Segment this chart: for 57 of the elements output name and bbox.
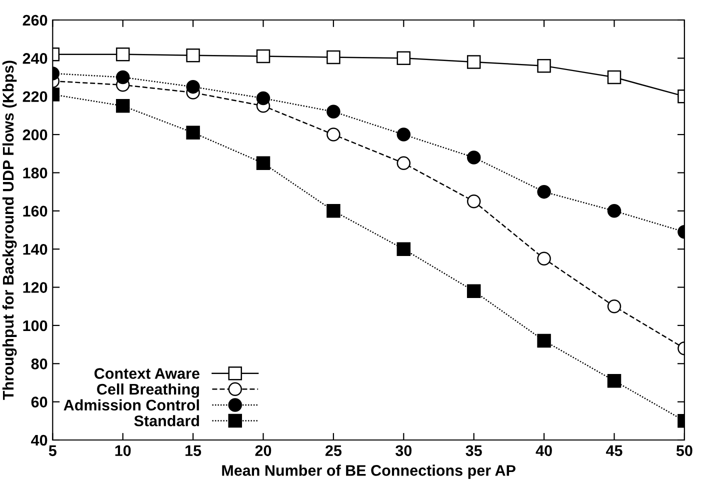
y-axis-title: Throughput for Background UDP Flows (Kbps) bbox=[2, 60, 17, 400]
legend-label: Context Aware bbox=[94, 368, 200, 379]
point bbox=[466, 55, 481, 69]
y-tick-label: 220 bbox=[22, 91, 48, 102]
point bbox=[326, 204, 340, 218]
y-tick-label: 160 bbox=[23, 206, 48, 217]
point bbox=[607, 299, 622, 314]
point bbox=[116, 99, 130, 113]
legend-label: Admission Control bbox=[64, 399, 199, 411]
point bbox=[537, 252, 551, 266]
point bbox=[186, 126, 200, 140]
point bbox=[326, 50, 340, 64]
point bbox=[396, 128, 411, 142]
x-tick-label: 35 bbox=[466, 445, 482, 456]
point bbox=[607, 204, 622, 218]
point bbox=[607, 70, 622, 84]
y-tick-label: 100 bbox=[23, 320, 48, 332]
point bbox=[466, 284, 481, 298]
point bbox=[186, 48, 200, 62]
point bbox=[466, 194, 481, 208]
y-tick-label: 240 bbox=[22, 53, 48, 64]
point bbox=[466, 150, 481, 164]
point bbox=[607, 374, 622, 388]
point bbox=[396, 51, 411, 66]
x-tick-label: 30 bbox=[396, 445, 412, 456]
point bbox=[256, 156, 270, 170]
x-tick-label: 5 bbox=[48, 445, 56, 456]
y-tick-label: 180 bbox=[23, 168, 48, 178]
x-tick-label: 15 bbox=[186, 445, 202, 456]
point bbox=[256, 91, 270, 106]
legend-label: Cell Breathing bbox=[97, 383, 199, 398]
y-tick-label: 40 bbox=[31, 434, 48, 446]
point bbox=[396, 156, 411, 170]
x-tick-label: 25 bbox=[325, 445, 342, 456]
x-tick-label: 10 bbox=[115, 445, 131, 456]
x-tick-label: 45 bbox=[606, 445, 622, 456]
point bbox=[256, 49, 270, 64]
y-tick-label: 80 bbox=[31, 358, 48, 370]
x-axis-title: Mean Number of BE Connections per AP bbox=[222, 464, 516, 479]
point bbox=[396, 242, 411, 256]
x-tick-label: 40 bbox=[536, 445, 552, 456]
x-tick-label: 50 bbox=[676, 445, 692, 456]
y-tick-label: 60 bbox=[31, 396, 48, 408]
y-tick-label: 260 bbox=[22, 14, 48, 26]
x-tick-label: 20 bbox=[255, 445, 272, 456]
point bbox=[537, 58, 551, 73]
point bbox=[326, 128, 340, 142]
y-tick-label: 120 bbox=[23, 282, 48, 293]
legend-label: Standard bbox=[134, 415, 199, 426]
point bbox=[116, 47, 130, 62]
point bbox=[537, 334, 551, 348]
point bbox=[326, 104, 340, 119]
y-tick-label: 200 bbox=[22, 129, 48, 140]
point bbox=[116, 70, 130, 84]
point bbox=[537, 184, 551, 199]
y-tick-label: 140 bbox=[23, 244, 48, 255]
point bbox=[186, 80, 200, 94]
